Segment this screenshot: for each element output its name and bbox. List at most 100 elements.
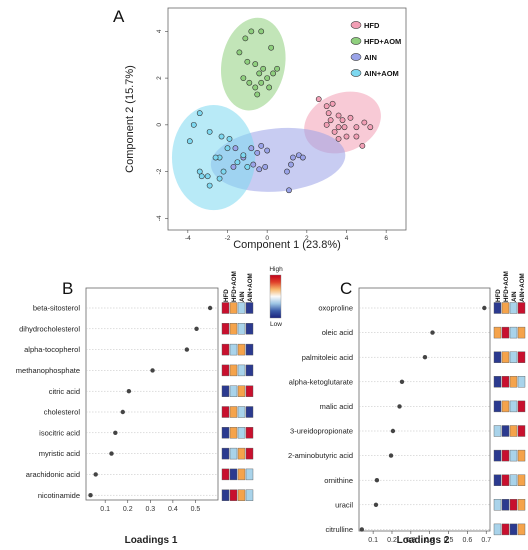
row-label: uracil [335, 500, 353, 509]
heat-cell [245, 427, 254, 439]
heat-cell [517, 523, 526, 536]
colorbar-gradient [269, 274, 282, 319]
row-label: nicotinamide [38, 491, 80, 500]
loading-point [374, 478, 380, 483]
heat-cell [517, 302, 526, 314]
heat-cell [237, 489, 246, 501]
point-hfd-aom [252, 61, 259, 67]
heat-cell [245, 489, 254, 501]
y-tick-label-a: -4 [156, 215, 163, 221]
loading-point [93, 472, 98, 477]
point-hfd-aom [248, 28, 255, 35]
colorbar: High Low [269, 266, 283, 328]
heat-cell [245, 343, 254, 356]
heat-cell [509, 400, 518, 413]
loading-point [120, 409, 125, 415]
point-hfd [335, 135, 342, 142]
heat-cell [493, 351, 502, 363]
y-tick-label-a: -2 [156, 168, 163, 174]
legend-label-hfd-aom: HFD+AOM [364, 37, 401, 46]
legend-a: HFD HFD+AOM AIN AIN+AOM [350, 21, 401, 78]
x-tick-label-a: 0 [265, 235, 269, 242]
heat-cell [229, 343, 238, 356]
point-ain-aom [212, 154, 219, 161]
point-hfd [327, 117, 334, 124]
point-hfd-aom [242, 35, 249, 42]
heat-cell [237, 364, 246, 377]
heat-cell [221, 385, 230, 397]
heat-cell [229, 427, 238, 439]
heat-cell [237, 302, 246, 314]
heat-cell [493, 376, 502, 388]
row-label: 2-aminobutyric acid [288, 451, 353, 460]
heat-cell [221, 364, 230, 377]
column-header: AIN [511, 291, 518, 302]
loading-point [126, 389, 132, 394]
loading-point [399, 379, 405, 384]
column-header: AIN [239, 291, 246, 302]
colorbar-high-label: High [269, 266, 283, 273]
loadings-plot-2: oxoproline oleic acid palmitoleic acid alph… [288, 271, 526, 546]
point-ain [290, 154, 296, 161]
loading-point [390, 428, 396, 434]
y-tick-label-a: 2 [156, 76, 163, 80]
legend-swatch-ain [350, 53, 362, 61]
row-label: dihydrocholesterol [19, 324, 80, 333]
heat-cell [493, 523, 502, 536]
loading-point [194, 326, 199, 331]
point-ain [256, 166, 263, 173]
heat-cell [237, 468, 246, 481]
row-label: beta-sitosterol [33, 304, 80, 313]
heat-cell [245, 302, 254, 314]
point-ain-aom [190, 121, 197, 128]
point-ain [262, 164, 269, 170]
heat-cell [229, 385, 238, 397]
heat-cell [221, 343, 230, 356]
point-hfd [331, 128, 338, 135]
heat-cell [501, 425, 510, 437]
point-ain-aom [220, 168, 227, 175]
loading-point [373, 502, 379, 507]
heat-cell [493, 499, 502, 511]
row-label: arachidonic acid [26, 470, 80, 479]
column-header: AIN+AOM [247, 273, 254, 302]
x-tick-label: 0.1 [100, 506, 110, 513]
heat-cell [493, 425, 502, 437]
heat-cell [229, 302, 238, 314]
y-tick-label-a: 0 [156, 123, 163, 127]
heat-cell [517, 449, 526, 462]
column-header: HFD+AOM [231, 271, 238, 302]
point-ain-aom [226, 135, 233, 142]
plot-frame-a [167, 7, 407, 231]
point-ain-aom [204, 173, 211, 180]
heat-cell [229, 468, 238, 481]
x-tick-label: 0.5 [191, 506, 201, 513]
row-label: isocitric acid [39, 428, 80, 437]
row-label: malic acid [320, 402, 353, 411]
heat-cell [237, 323, 246, 335]
point-hfd [339, 117, 346, 124]
point-hfd-aom [268, 44, 275, 51]
point-hfd-aom [260, 65, 267, 72]
heat-cell [493, 400, 502, 413]
row-label: palmitoleic acid [302, 353, 353, 362]
heat-cell [501, 326, 510, 339]
heat-cell [237, 343, 246, 356]
heat-cell [517, 376, 526, 388]
point-ain-aom [206, 128, 213, 135]
heat-cell [509, 302, 518, 314]
heat-cell [221, 302, 230, 314]
legend-label-ain: AIN [364, 53, 377, 62]
plot-frame-b [85, 287, 219, 501]
legend-swatch-ain-aom [350, 69, 362, 77]
loading-point [422, 355, 428, 360]
x-tick-label: 0.2 [123, 506, 133, 513]
panel-label-b: B [62, 279, 73, 298]
point-ain [258, 142, 265, 149]
point-ain [230, 164, 237, 170]
point-hfd [329, 100, 336, 107]
panel-label-a: A [113, 7, 125, 26]
heat-cell [517, 351, 526, 363]
x-axis-title-b: Loadings 1 [125, 535, 178, 546]
heat-cell [501, 400, 510, 413]
